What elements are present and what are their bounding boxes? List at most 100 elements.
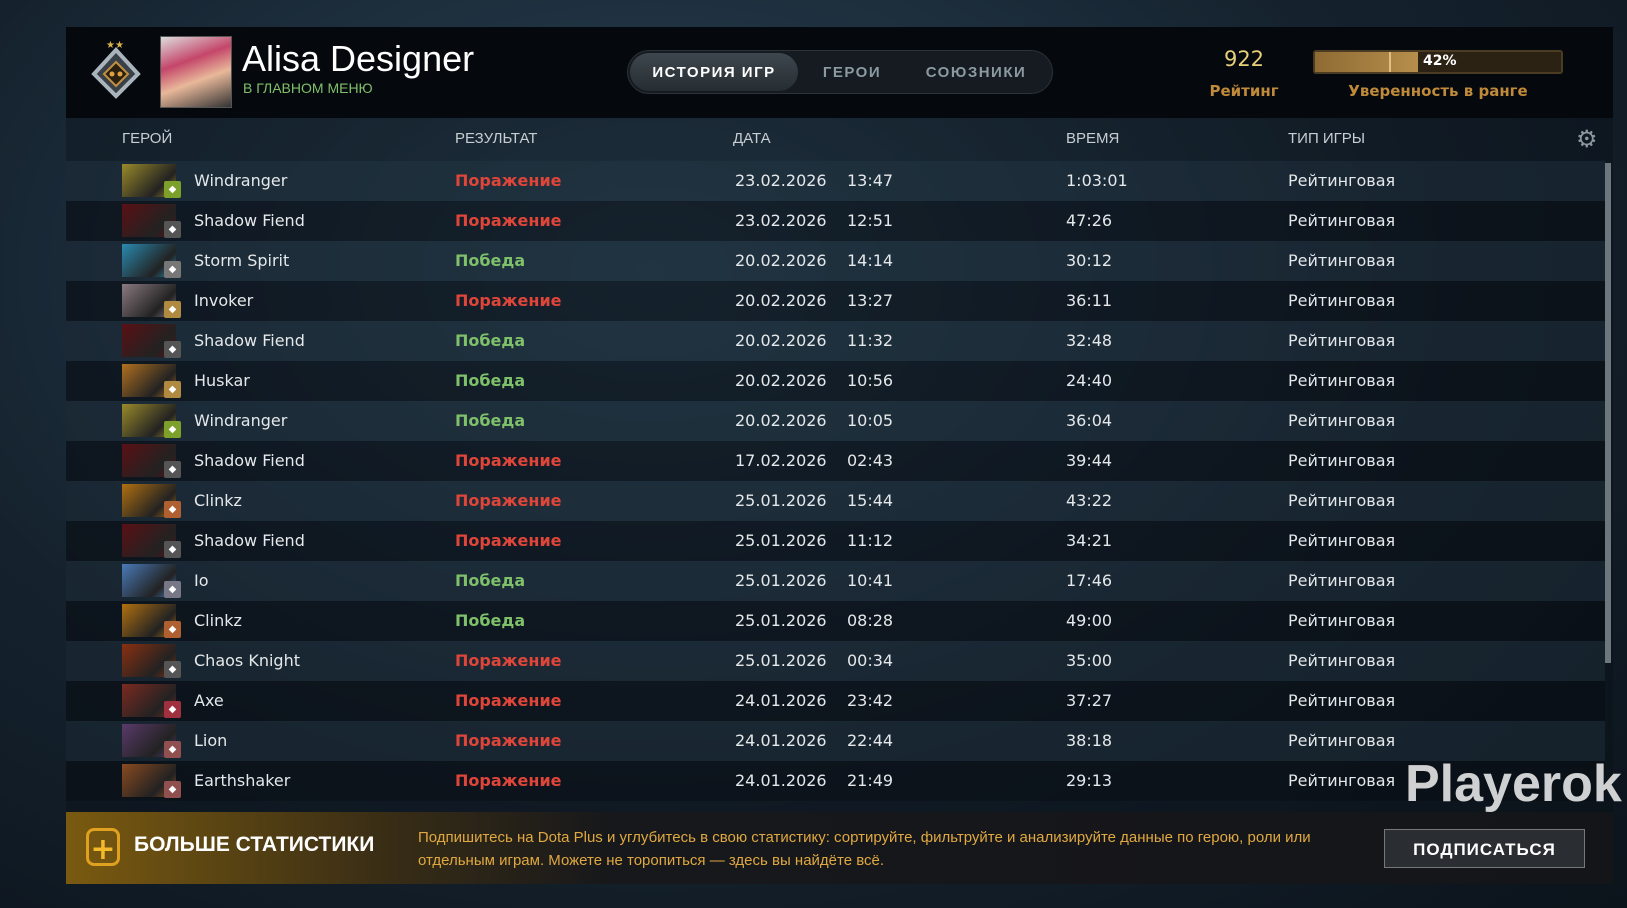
hero-name: Shadow Fiend (194, 531, 305, 550)
match-date: 25.01.2026 (735, 651, 827, 670)
match-result: Поражение (455, 771, 562, 790)
table-row[interactable]: ◆ Windranger Поражение 23.02.2026 13:47 … (66, 161, 1605, 201)
match-time: 00:34 (847, 651, 894, 670)
match-time: 10:41 (847, 571, 894, 590)
match-date: 25.01.2026 (735, 531, 827, 550)
rating-value: 922 (1223, 47, 1265, 71)
match-list: ◆ Windranger Поражение 23.02.2026 13:47 … (66, 161, 1605, 811)
game-type: Рейтинговая (1288, 171, 1396, 190)
match-date: 20.02.2026 (735, 411, 827, 430)
role-icon: ◆ (164, 501, 181, 518)
match-time: 12:51 (847, 211, 894, 230)
tab-allies[interactable]: СОЮЗНИКИ (925, 63, 1027, 81)
table-row[interactable]: ◆ Lion Поражение 24.01.2026 22:44 38:18 … (66, 721, 1605, 761)
match-date: 20.02.2026 (735, 371, 827, 390)
dota-plus-icon: + (86, 828, 120, 867)
table-row[interactable]: ◆ Shadow Fiend Победа 20.02.2026 11:32 3… (66, 321, 1605, 361)
rank-confidence-bar: 42% (1313, 50, 1563, 74)
match-time: 14:14 (847, 251, 894, 270)
tab-heroes[interactable]: ГЕРОИ (822, 63, 882, 81)
match-duration: 1:03:01 (1066, 171, 1128, 190)
table-row[interactable]: ◆ Shadow Fiend Поражение 25.01.2026 11:1… (66, 521, 1605, 561)
match-time: 10:05 (847, 411, 894, 430)
match-result: Поражение (455, 211, 562, 230)
column-header-date[interactable]: ДАТА (733, 130, 771, 147)
role-icon: ◆ (164, 461, 181, 478)
hero-name: Shadow Fiend (194, 331, 305, 350)
table-row[interactable]: ◆ Storm Spirit Победа 20.02.2026 14:14 3… (66, 241, 1605, 281)
match-history-panel (66, 27, 1613, 884)
scrollbar[interactable] (1605, 163, 1611, 663)
game-type: Рейтинговая (1288, 331, 1396, 350)
match-date: 20.02.2026 (735, 331, 827, 350)
table-row[interactable]: ◆ Huskar Победа 20.02.2026 10:56 24:40 Р… (66, 361, 1605, 401)
match-result: Поражение (455, 691, 562, 710)
hero-name: Io (194, 571, 209, 590)
match-duration: 35:00 (1066, 651, 1113, 670)
match-date: 25.01.2026 (735, 491, 827, 510)
hero-name: Earthshaker (194, 771, 291, 790)
table-row[interactable]: ◆ Shadow Fiend Поражение 17.02.2026 02:4… (66, 441, 1605, 481)
game-type: Рейтинговая (1288, 611, 1396, 630)
hero-name: Huskar (194, 371, 250, 390)
game-type: Рейтинговая (1288, 211, 1396, 230)
match-time: 13:27 (847, 291, 894, 310)
match-date: 25.01.2026 (735, 571, 827, 590)
game-type: Рейтинговая (1288, 731, 1396, 750)
match-time: 13:47 (847, 171, 894, 190)
table-row[interactable]: ◆ Shadow Fiend Поражение 23.02.2026 12:5… (66, 201, 1605, 241)
gear-icon[interactable]: ⚙ (1576, 125, 1598, 153)
match-result: Победа (455, 571, 526, 590)
banner-text: Подпишитесь на Dota Plus и углубитесь в … (418, 829, 1311, 869)
player-name: Alisa Designer (242, 38, 475, 79)
subscribe-button[interactable]: ПОДПИСАТЬСЯ (1384, 829, 1585, 868)
hero-name: Clinkz (194, 611, 242, 630)
match-result: Поражение (455, 651, 562, 670)
hero-name: Windranger (194, 411, 288, 430)
rating-label: Рейтинг (1209, 82, 1279, 100)
avatar[interactable] (160, 36, 232, 108)
table-row[interactable]: ◆ Windranger Победа 20.02.2026 10:05 36:… (66, 401, 1605, 441)
role-icon: ◆ (164, 541, 181, 558)
match-time: 11:12 (847, 531, 894, 550)
match-duration: 36:04 (1066, 411, 1113, 430)
column-header-duration[interactable]: ВРЕМЯ (1066, 130, 1120, 147)
match-date: 20.02.2026 (735, 291, 827, 310)
table-row[interactable]: ◆ Earthshaker Поражение 24.01.2026 21:49… (66, 761, 1605, 801)
game-type: Рейтинговая (1288, 251, 1396, 270)
column-header-hero[interactable]: ГЕРОЙ (122, 130, 173, 147)
svg-text:★★: ★★ (106, 40, 124, 51)
game-type: Рейтинговая (1288, 651, 1396, 670)
hero-name: Axe (194, 691, 224, 710)
match-date: 24.01.2026 (735, 691, 827, 710)
match-time: 08:28 (847, 611, 894, 630)
table-row[interactable]: ◆ Chaos Knight Поражение 25.01.2026 00:3… (66, 641, 1605, 681)
match-duration: 39:44 (1066, 451, 1113, 470)
match-date: 24.01.2026 (735, 731, 827, 750)
column-header-game-type[interactable]: ТИП ИГРЫ (1288, 130, 1366, 147)
tab-match-history[interactable]: ИСТОРИЯ ИГР (630, 53, 798, 91)
game-type: Рейтинговая (1288, 291, 1396, 310)
table-row[interactable]: ◆ Io Победа 25.01.2026 10:41 17:46 Рейти… (66, 561, 1605, 601)
match-result: Победа (455, 331, 526, 350)
dota-plus-banner (66, 812, 1613, 884)
role-icon: ◆ (164, 181, 181, 198)
table-row[interactable]: ◆ Axe Поражение 24.01.2026 23:42 37:27 Р… (66, 681, 1605, 721)
role-icon: ◆ (164, 381, 181, 398)
hero-name: Clinkz (194, 491, 242, 510)
match-time: 21:49 (847, 771, 894, 790)
match-time: 23:42 (847, 691, 894, 710)
table-row[interactable]: ◆ Clinkz Поражение 25.01.2026 15:44 43:2… (66, 481, 1605, 521)
table-row[interactable]: ◆ Invoker Поражение 20.02.2026 13:27 36:… (66, 281, 1605, 321)
role-icon: ◆ (164, 701, 181, 718)
column-header-result[interactable]: РЕЗУЛЬТАТ (455, 130, 538, 147)
match-time: 11:32 (847, 331, 894, 350)
table-row[interactable]: ◆ Clinkz Победа 25.01.2026 08:28 49:00 Р… (66, 601, 1605, 641)
match-date: 24.01.2026 (735, 771, 827, 790)
match-date: 20.02.2026 (735, 251, 827, 270)
role-icon: ◆ (164, 661, 181, 678)
match-duration: 37:27 (1066, 691, 1113, 710)
game-type: Рейтинговая (1288, 491, 1396, 510)
role-icon: ◆ (164, 341, 181, 358)
rank-confidence-fill (1315, 52, 1419, 72)
